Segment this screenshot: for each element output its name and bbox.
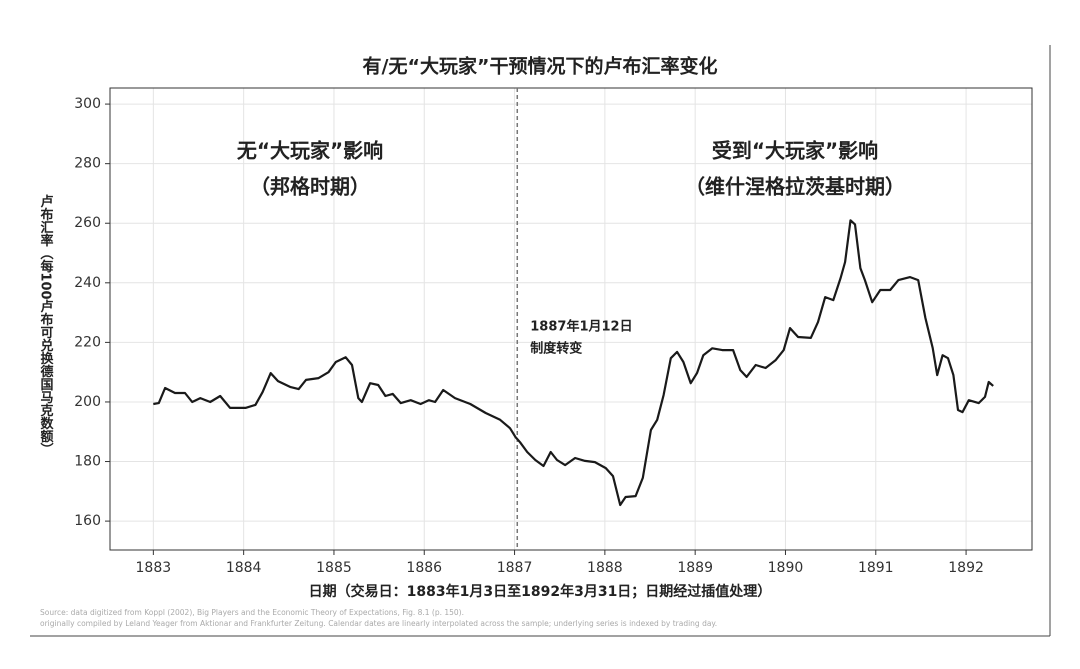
x-tick-label: 1888 xyxy=(587,560,623,576)
period-annotation: （维什涅格拉茨基时期） xyxy=(685,175,905,199)
rate-line xyxy=(153,219,994,507)
y-tick-label: 300 xyxy=(74,96,101,112)
y-tick-label: 260 xyxy=(74,215,101,231)
x-axis-label: 日期（交易日：1883年1月3日至1892年3月31日；日期经过插值处理） xyxy=(309,583,772,600)
y-tick-label: 220 xyxy=(74,334,101,350)
y-tick-label: 180 xyxy=(74,454,101,470)
source-note: originally compiled by Leland Yeager fro… xyxy=(40,619,717,628)
plot-frame xyxy=(109,87,1033,551)
regime-label: 制度转变 xyxy=(530,341,582,357)
y-tick-label: 200 xyxy=(74,394,101,410)
source-note: Source: data digitized from Koppl (2002)… xyxy=(40,608,464,617)
regime-label: 1887年1月12日 xyxy=(530,319,632,335)
y-tick-label: 280 xyxy=(74,156,101,172)
period-annotation: 无“大玩家”影响 xyxy=(237,139,383,163)
y-tick-label: 160 xyxy=(74,513,101,529)
period-annotation: 受到“大玩家”影响 xyxy=(712,139,878,163)
x-tick-label: 1884 xyxy=(226,560,262,576)
x-tick-label: 1885 xyxy=(316,560,352,576)
x-tick-label: 1886 xyxy=(406,560,442,576)
chart-title: 有/无“大玩家”干预情况下的卢布汇率变化 xyxy=(363,55,718,78)
x-tick-label: 1890 xyxy=(768,560,804,576)
x-tick-label: 1887 xyxy=(497,560,533,576)
x-tick-label: 1883 xyxy=(136,560,172,576)
y-tick-label: 240 xyxy=(74,275,101,291)
x-tick-label: 1891 xyxy=(858,560,894,576)
x-tick-label: 1892 xyxy=(948,560,984,576)
y-axis-label: 卢布汇率（每100卢布可兑换德国马克数额） xyxy=(38,194,55,456)
period-annotation: （邦格时期） xyxy=(250,175,370,199)
x-tick-label: 1889 xyxy=(677,560,713,576)
